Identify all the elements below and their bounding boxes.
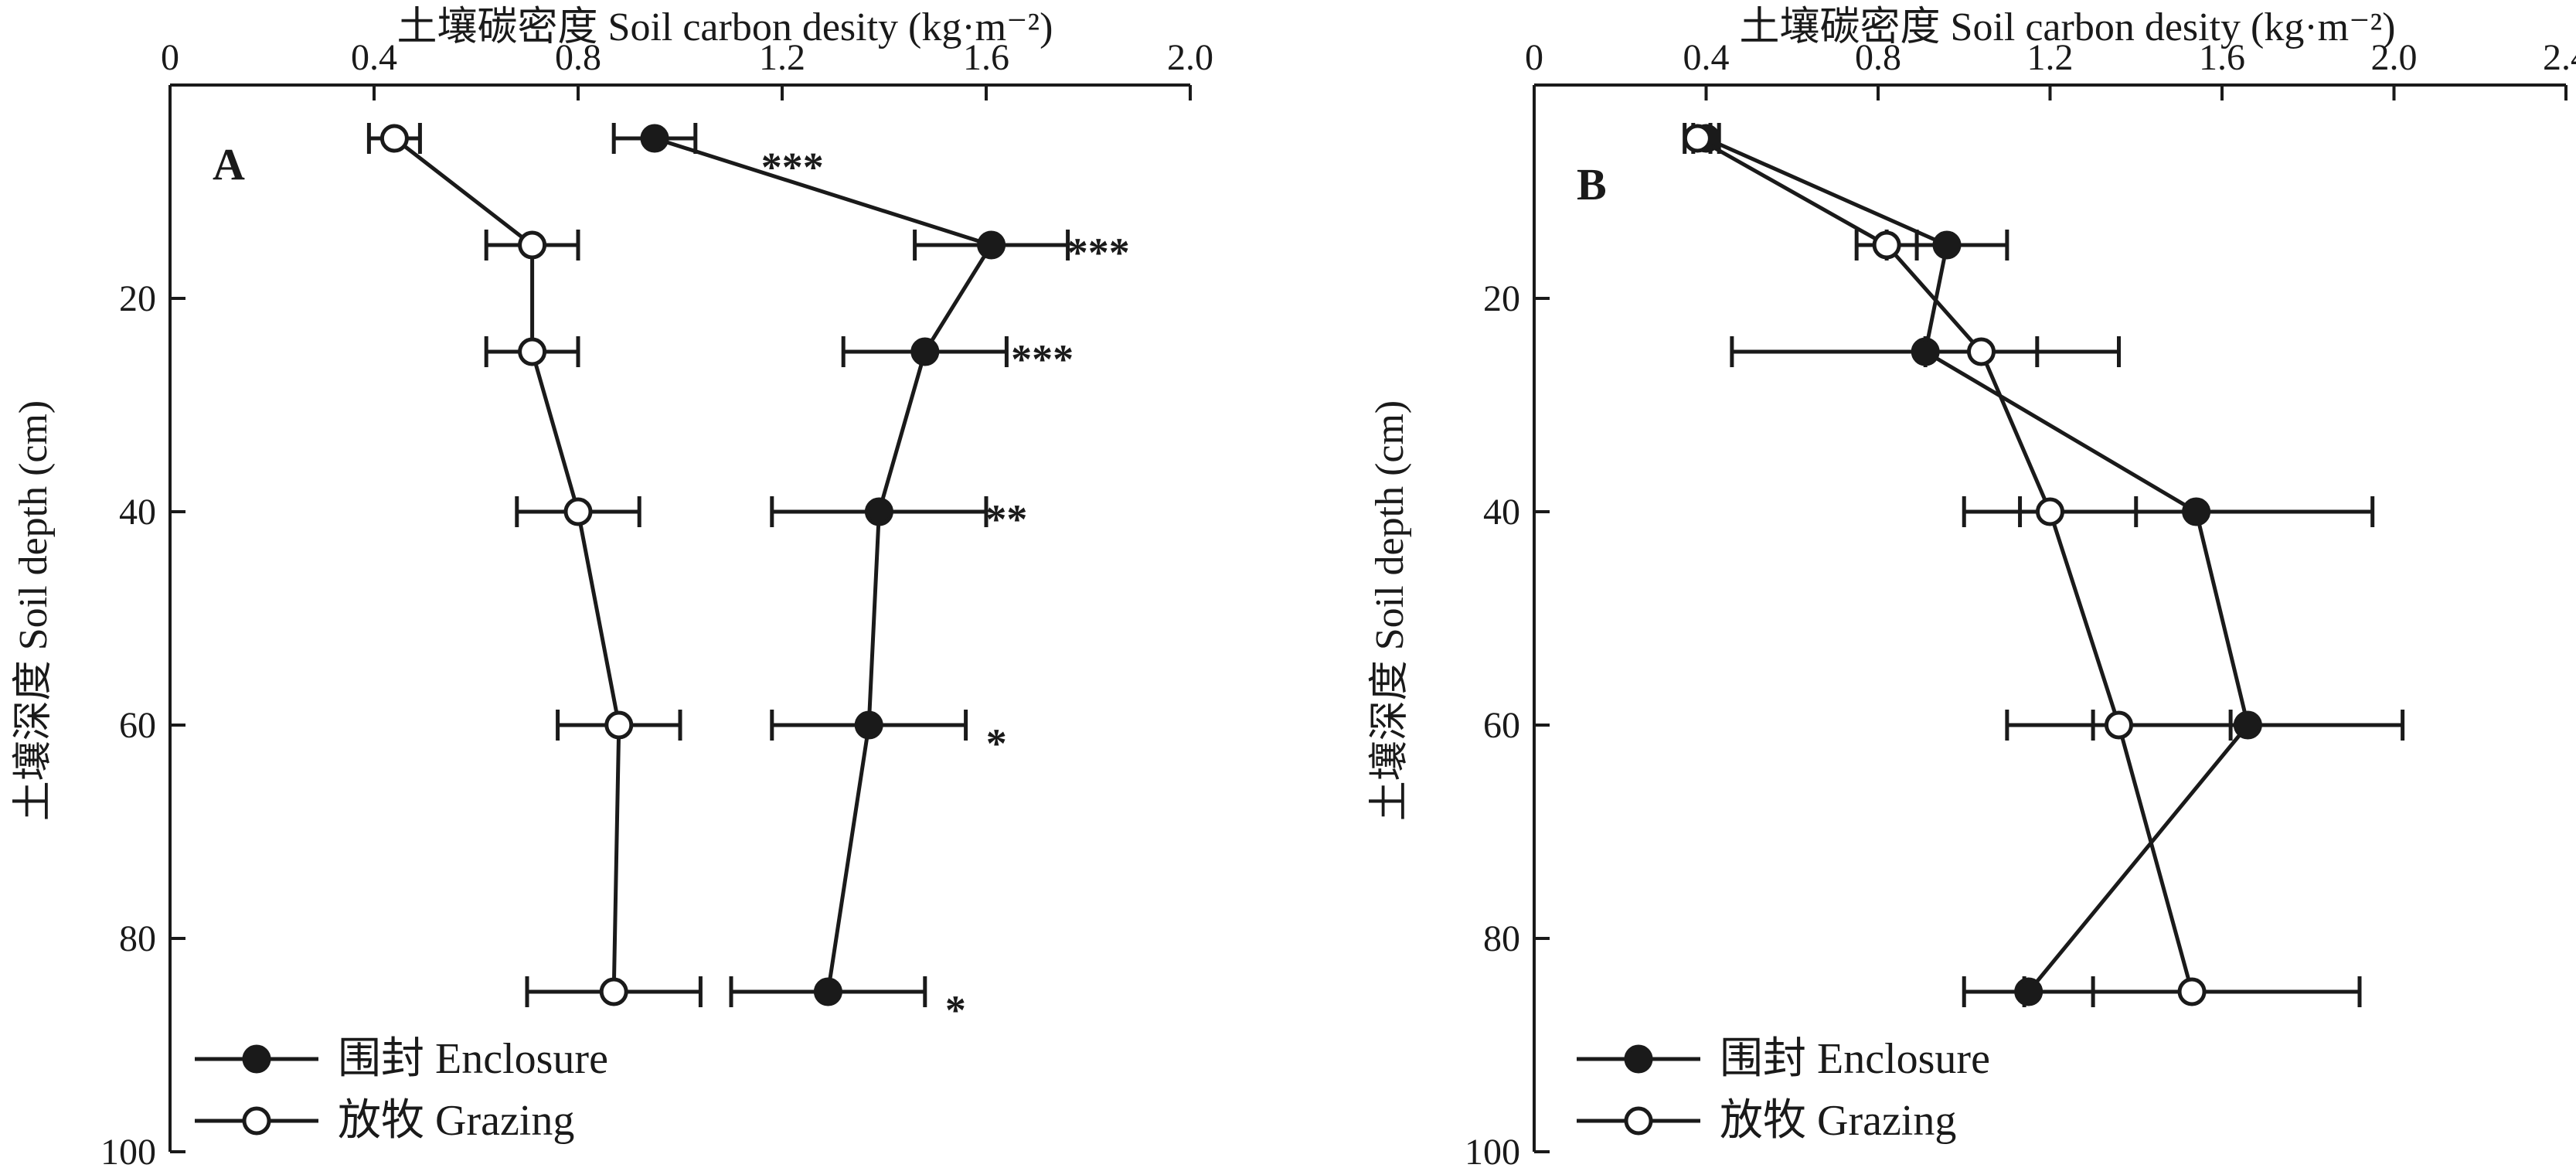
x-tick-label: 0.8	[555, 37, 601, 78]
series-line	[1696, 136, 2194, 993]
data-point	[813, 977, 842, 1006]
y-tick-label: 40	[1483, 492, 1520, 533]
chart-panel-b: 0 0.4 0.8 1.2 1.6 2.0 2.4 20 40 60 80 100 土壤碳密度 Soil…	[1368, 5, 2576, 1168]
data-point	[640, 124, 669, 153]
data-point	[379, 124, 409, 153]
data-point	[977, 230, 1006, 260]
x-axis-title: 土壤碳密度 Soil carbon desity (kg·m⁻²)	[1740, 5, 2396, 49]
x-tick-label: 2.0	[2371, 37, 2418, 78]
significance-label: *	[986, 720, 1007, 767]
y-tick-label: 60	[1483, 705, 1520, 746]
significance-label: **	[985, 496, 1027, 543]
x-tick-label: 0.8	[1855, 37, 1901, 78]
legend-label: 围封 Enclosure	[1720, 1035, 1990, 1083]
y-tick-label: 20	[119, 278, 156, 319]
legend-item: 围封 Enclosure	[195, 1035, 608, 1083]
series-grazing	[1683, 123, 2362, 1007]
data-point	[2036, 497, 2064, 526]
legend-label: 放牧 Grazing	[338, 1097, 574, 1145]
data-point	[2182, 497, 2211, 526]
y-tick-label: 80	[1483, 918, 1520, 959]
y-tick-label: 100	[1465, 1132, 1520, 1168]
x-tick-label: 2.0	[1167, 37, 1213, 78]
legend-marker	[1624, 1106, 1653, 1136]
y-tick-label: 100	[100, 1132, 156, 1168]
series-line	[1705, 136, 2250, 993]
legend-marker	[242, 1106, 271, 1136]
significance-label: ***	[1067, 230, 1130, 276]
data-point	[910, 337, 940, 366]
y-axis-title: 土壤深度 Soil depth (cm)	[12, 400, 56, 822]
legend-marker	[242, 1044, 271, 1074]
data-point	[1967, 337, 1996, 366]
legend-label: 围封 Enclosure	[338, 1035, 608, 1083]
legend-label: 放牧 Grazing	[1720, 1097, 1956, 1145]
significance-label: *	[945, 987, 966, 1033]
y-axis-title: 土壤深度 Soil depth (cm)	[1368, 400, 1412, 822]
data-point	[864, 497, 893, 526]
panel-letter: A	[213, 139, 245, 189]
y-tick-label: 20	[1483, 278, 1520, 319]
y-tick-label: 80	[119, 918, 156, 959]
data-point	[604, 710, 634, 740]
series-grazing	[366, 123, 703, 1007]
data-point	[563, 497, 593, 526]
series-enclosure	[1691, 123, 2405, 1007]
significance-label: ***	[761, 145, 824, 191]
y-tick-label: 60	[119, 705, 156, 746]
legend: 围封 Enclosure 放牧 Grazing	[1577, 1035, 1990, 1145]
data-point	[2233, 710, 2262, 740]
data-point	[1932, 230, 1962, 260]
series-line	[393, 137, 621, 993]
x-tick-label: 0.4	[1683, 37, 1730, 78]
series-enclosure	[611, 123, 1070, 1007]
legend-item: 放牧 Grazing	[195, 1097, 574, 1145]
legend-item: 围封 Enclosure	[1577, 1035, 1990, 1083]
data-point	[854, 710, 883, 740]
x-tick-label: 1.6	[2199, 37, 2245, 78]
chart-panel-a: 0 0.4 0.8 1.2 1.6 2.0 20 40 60 80 100 土壤碳密度 Soil ca…	[12, 5, 1213, 1168]
y-tick-label: 40	[119, 492, 156, 533]
legend: 围封 Enclosure 放牧 Grazing	[195, 1035, 608, 1145]
x-tick-label: 1.2	[2027, 37, 2074, 78]
data-point	[599, 977, 628, 1006]
legend-item: 放牧 Grazing	[1577, 1097, 1956, 1145]
x-axis-title: 土壤碳密度 Soil carbon desity (kg·m⁻²)	[397, 5, 1053, 49]
x-tick-label: 2.4	[2543, 37, 2576, 78]
x-tick-label: 0	[1525, 37, 1543, 78]
x-tick-label: 0	[161, 37, 179, 78]
series-line	[654, 136, 994, 993]
data-point	[1683, 124, 1712, 153]
data-point	[2177, 977, 2207, 1006]
x-tick-label: 1.2	[759, 37, 805, 78]
x-tick-label: 1.6	[963, 37, 1009, 78]
data-point	[518, 337, 547, 366]
data-point	[1872, 230, 1901, 260]
panel-letter: B	[1577, 159, 1607, 209]
data-point	[2105, 710, 2133, 740]
significance-label: ***	[1011, 336, 1074, 383]
legend-marker	[1624, 1044, 1653, 1074]
x-tick-label: 0.4	[351, 37, 397, 78]
data-point	[518, 230, 547, 260]
